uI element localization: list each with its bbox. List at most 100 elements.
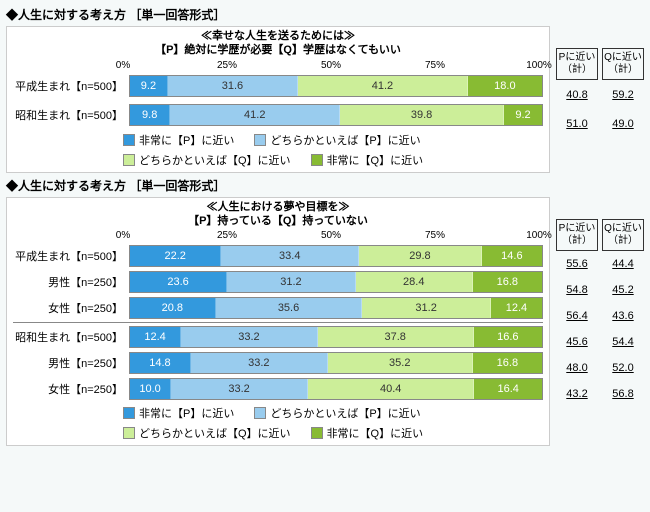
bar-track: 14.833.235.216.8 [129,352,543,374]
row-label: 女性【n=250】 [13,300,129,316]
bar-segment: 33.4 [221,246,359,266]
legend-swatch [123,134,135,146]
bar-track: 22.233.429.814.6 [129,245,543,267]
legend-label: 非常に【P】に近い [139,132,234,148]
bar-segment: 16.8 [473,353,542,373]
legend-label: 非常に【Q】に近い [327,425,424,441]
bar-segment: 16.8 [473,272,542,292]
group-separator [13,322,543,323]
bar-row: 男性【n=250】14.833.235.216.8 [13,351,543,375]
bar-segment: 18.0 [468,76,542,96]
chart1-main: ≪幸せな人生を送るためには≫ 【P】絶対に学歴が必要【Q】学歴はなくてもいい 0… [6,26,550,173]
bar-segment: 16.4 [474,379,542,399]
bar-segment: 31.2 [362,298,491,318]
bar-row: 女性【n=250】10.033.240.416.4 [13,377,543,401]
legend-swatch [254,407,266,419]
legend-label: どちらかといえば【P】に近い [270,405,420,421]
bar-track: 10.033.240.416.4 [129,378,543,400]
summary-p-cell: 55.6 [556,251,598,277]
bar-row: 昭和生まれ【n=500】12.433.237.816.6 [13,325,543,349]
bar-segment: 35.6 [216,298,363,318]
legend-label: どちらかといえば【Q】に近い [139,425,291,441]
legend-item: どちらかといえば【P】に近い [254,132,420,148]
bar-track: 9.231.641.218.0 [129,75,543,97]
bar-row: 平成生まれ【n=500】22.233.429.814.6 [13,244,543,268]
bar-segment: 9.2 [130,76,168,96]
row-label: 昭和生まれ【n=500】 [13,107,129,123]
legend-item: どちらかといえば【Q】に近い [123,425,291,441]
bar-track: 9.841.239.89.2 [129,104,543,126]
legend-swatch [123,154,135,166]
axis-tick: 25% [217,230,237,241]
summary-head-q: Qに近い（計） [602,48,644,80]
summary-q-cell: 43.6 [602,303,644,329]
axis-tick: 25% [217,60,237,71]
legend-label: どちらかといえば【P】に近い [270,132,420,148]
row-label: 女性【n=250】 [13,381,129,397]
bar-segment: 31.2 [227,272,356,292]
row-label: 男性【n=250】 [13,355,129,371]
axis-tick: 50% [321,230,341,241]
summary-p-values: 40.851.0 [556,80,598,138]
summary-p-cell: 43.2 [556,381,598,407]
summary-col-q: Qに近い（計） 59.249.0 [602,48,644,138]
row-label: 平成生まれ【n=500】 [13,78,129,94]
summary-head-p: Pに近い（計） [556,48,598,80]
bar-segment: 9.8 [130,105,170,125]
bar-row: 男性【n=250】23.631.228.416.8 [13,270,543,294]
summary-q-values: 59.249.0 [602,80,644,138]
axis-tick: 75% [425,60,445,71]
bar-track: 20.835.631.212.4 [129,297,543,319]
chart1-block: ≪幸せな人生を送るためには≫ 【P】絶対に学歴が必要【Q】学歴はなくてもいい 0… [6,26,644,173]
bar-segment: 31.6 [168,76,298,96]
bar-segment: 22.2 [130,246,221,266]
chart1-title-line1: ≪幸せな人生を送るためには≫ [13,29,543,43]
bar-segment: 23.6 [130,272,227,292]
bar-segment: 35.2 [328,353,473,373]
summary-q-values: 44.445.243.654.452.056.8 [602,251,644,407]
axis-tick: 50% [321,60,341,71]
legend-swatch [311,427,323,439]
axis-tick: 0% [116,60,130,71]
summary-p-cell: 56.4 [556,303,598,329]
legend-item: どちらかといえば【P】に近い [254,405,420,421]
chart2-bars: 平成生まれ【n=500】22.233.429.814.6男性【n=250】23.… [13,244,543,401]
summary-head-p: Pに近い（計） [556,219,598,251]
legend-item: 非常に【Q】に近い [311,152,424,168]
chart1-bars: 平成生まれ【n=500】9.231.641.218.0昭和生まれ【n=500】9… [13,74,543,127]
legend-item: 非常に【P】に近い [123,132,234,148]
summary-p-cell: 51.0 [556,109,598,138]
bar-row: 平成生まれ【n=500】9.231.641.218.0 [13,74,543,98]
chart2-title-line1: ≪人生における夢や目標を≫ [13,200,543,214]
summary-p-cell: 54.8 [556,277,598,303]
bar-track: 12.433.237.816.6 [129,326,543,348]
chart2-title: ≪人生における夢や目標を≫ 【P】持っている【Q】持っていない [13,200,543,229]
bar-segment: 12.4 [130,327,181,347]
axis-tick: 100% [526,60,552,71]
bar-segment: 41.2 [170,105,340,125]
legend-swatch [123,407,135,419]
bar-row: 女性【n=250】20.835.631.212.4 [13,296,543,320]
legend-label: どちらかといえば【Q】に近い [139,152,291,168]
bar-segment: 40.4 [308,379,474,399]
chart2-title-line2: 【P】持っている【Q】持っていない [13,214,543,228]
bar-track: 23.631.228.416.8 [129,271,543,293]
legend-swatch [311,154,323,166]
chart2-block: ≪人生における夢や目標を≫ 【P】持っている【Q】持っていない 0% 25% 5… [6,197,644,447]
chart1-title: ≪幸せな人生を送るためには≫ 【P】絶対に学歴が必要【Q】学歴はなくてもいい [13,29,543,58]
summary-q-cell: 45.2 [602,277,644,303]
bar-segment: 33.2 [191,353,328,373]
bar-segment: 33.2 [171,379,308,399]
chart2-axis: 0% 25% 50% 75% 100% [123,230,539,244]
legend-swatch [254,134,266,146]
summary-col-p: Pに近い（計） 55.654.856.445.648.043.2 [556,219,598,407]
bar-segment: 33.2 [181,327,318,347]
summary-head-q: Qに近い（計） [602,219,644,251]
summary-p-cell: 40.8 [556,80,598,109]
bar-segment: 14.8 [130,353,191,373]
row-label: 男性【n=250】 [13,274,129,290]
bar-segment: 12.4 [491,298,542,318]
summary-q-cell: 49.0 [602,109,644,138]
legend-item: 非常に【P】に近い [123,405,234,421]
summary-q-cell: 44.4 [602,251,644,277]
